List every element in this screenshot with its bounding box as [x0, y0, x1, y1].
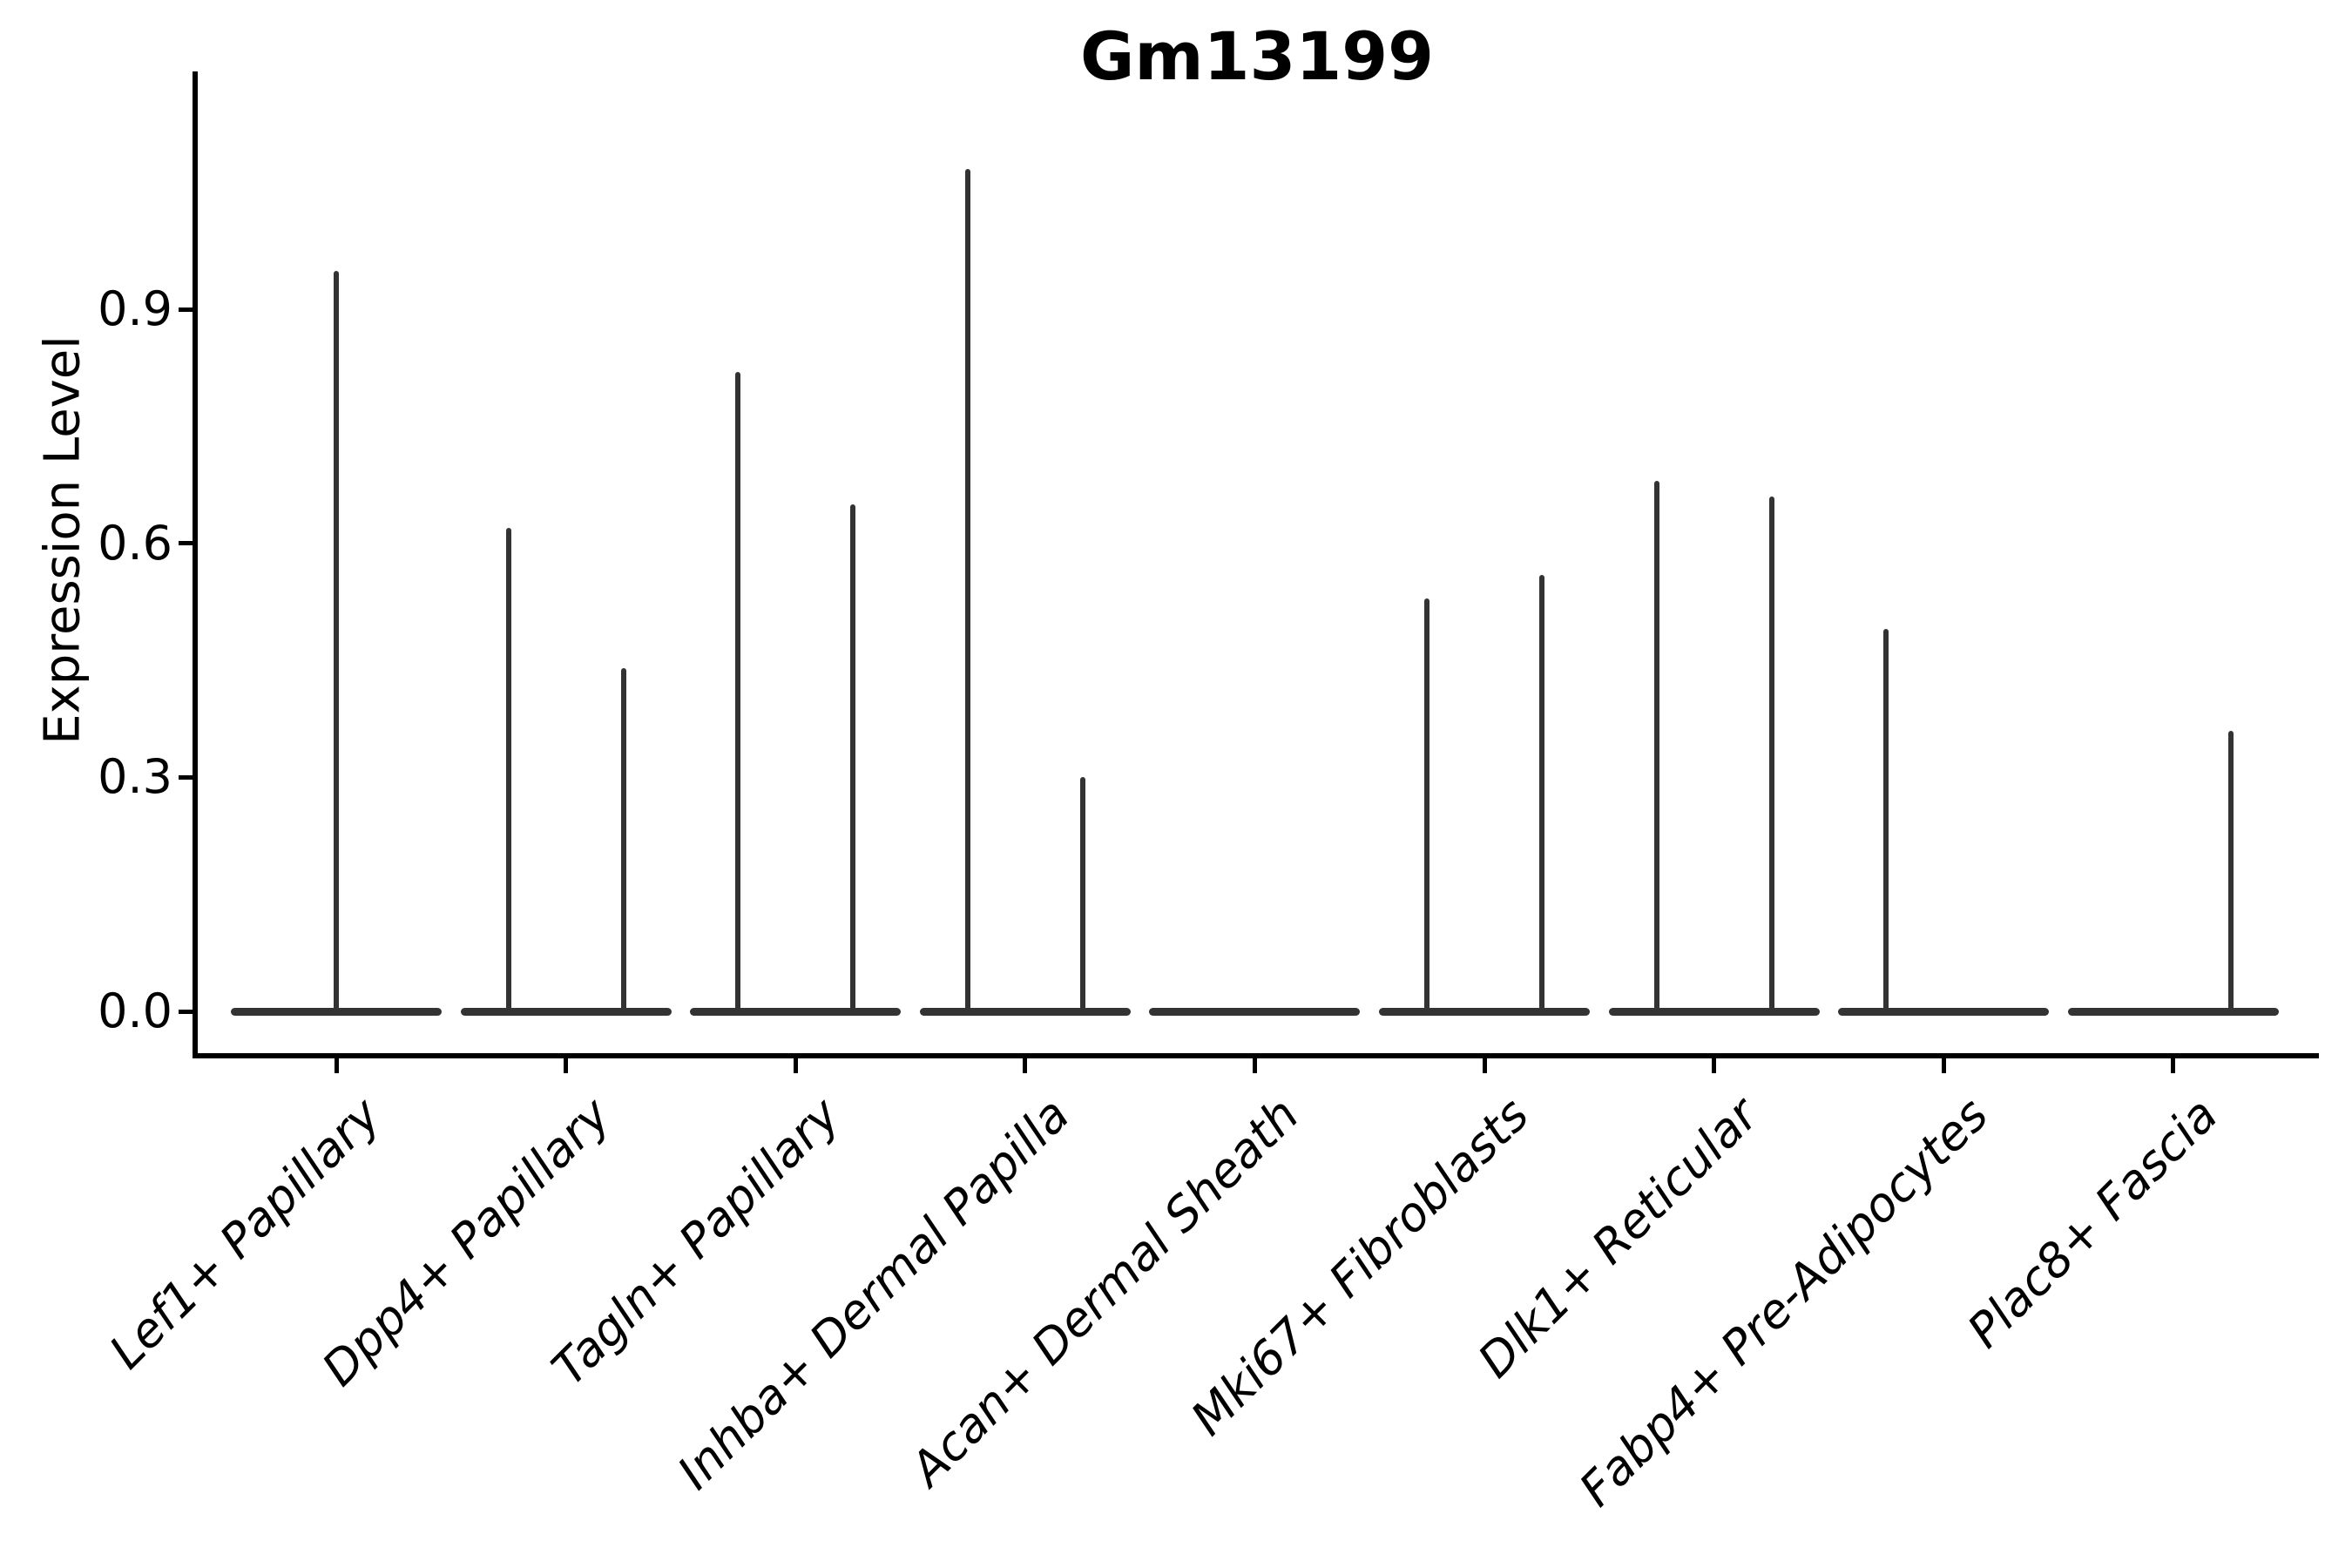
violin-spike: [964, 169, 970, 1011]
violin-base: [1149, 1007, 1361, 1016]
violin-base: [2067, 1007, 2279, 1016]
violin-spike: [735, 371, 741, 1011]
y-tick-mark: [179, 1009, 193, 1014]
y-axis-spine: [193, 71, 198, 1058]
violin-base: [919, 1007, 1131, 1016]
x-axis-spine: [193, 1053, 2319, 1058]
violin-spike: [334, 270, 339, 1011]
x-tick-label: Fabp4+ Pre-Adipocytes: [1568, 1087, 1998, 1517]
violin-spike: [1768, 497, 1774, 1011]
violin-spike: [1079, 777, 1085, 1011]
chart-title: Gm13199: [1080, 17, 1434, 95]
x-tick-mark: [334, 1058, 339, 1073]
x-tick-mark: [1482, 1058, 1487, 1073]
violin-base: [1838, 1007, 2050, 1016]
violin-spike: [2227, 730, 2234, 1011]
violin-base: [1608, 1007, 1820, 1016]
y-tick-mark: [179, 541, 193, 546]
x-tick-mark: [1941, 1058, 1946, 1073]
violin-base: [460, 1007, 672, 1016]
x-tick-mark: [793, 1058, 798, 1073]
violin-spike: [1538, 574, 1544, 1011]
violin-base: [1379, 1007, 1590, 1016]
violin-spike: [1883, 629, 1889, 1011]
violin-spike: [1424, 598, 1430, 1011]
y-tick-label: 0.6: [98, 515, 172, 571]
violin-spike: [1653, 481, 1659, 1011]
y-tick-mark: [179, 307, 193, 312]
x-tick-mark: [1252, 1058, 1257, 1073]
violin-base: [690, 1007, 902, 1016]
x-tick-mark: [1712, 1058, 1717, 1073]
violin-spike: [850, 504, 856, 1011]
y-tick-mark: [179, 774, 193, 780]
violin-spike: [505, 527, 511, 1011]
violin-spike: [620, 668, 626, 1011]
x-tick-label: Inhba+ Dermal Papilla: [666, 1087, 1080, 1500]
x-tick-mark: [2171, 1058, 2176, 1073]
x-tick-mark: [1023, 1058, 1028, 1073]
y-tick-label: 0.9: [98, 281, 172, 337]
y-tick-label: 0.0: [98, 983, 172, 1038]
x-tick-label: Acan+ Dermal Sheath: [900, 1087, 1309, 1497]
y-tick-label: 0.3: [98, 749, 172, 805]
x-tick-label: Plac8+ Fascia: [1957, 1087, 2228, 1359]
violin-base: [231, 1007, 442, 1016]
x-tick-mark: [564, 1058, 569, 1073]
